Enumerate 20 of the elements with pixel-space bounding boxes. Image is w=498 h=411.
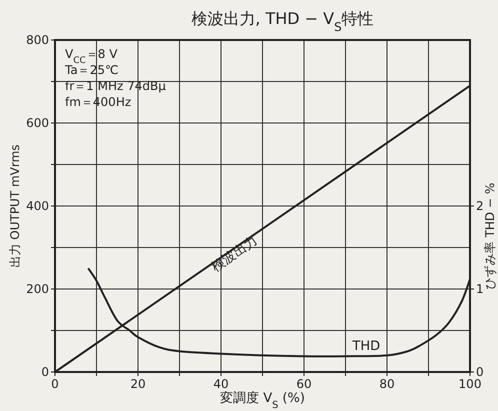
y-tick-label: 0 [41,365,49,379]
y-tick-label: 600 [26,116,49,130]
x-tick-label: 100 [458,377,482,391]
annotation: V$_{CC}$＝8 V [65,47,118,66]
chart-title: 検波出力, THD − V$_{S}$特性 [191,9,374,34]
x-tick-label: 0 [51,377,59,391]
series-label: THD [351,338,380,354]
x-tick-label: 20 [130,377,146,391]
x-tick-label: 60 [296,377,312,391]
x-tick-label: 80 [379,377,395,391]
x-axis-title: 変調度 V$_{S}$ (%) [220,390,305,410]
y2-tick-label: 0 [476,365,484,379]
y-tick-label: 200 [26,282,49,296]
y2-axis-title: ひずみ率 THD − % [483,182,497,290]
y2-tick-label: 2 [476,199,484,213]
y-tick-label: 800 [26,33,49,47]
x-tick-label: 40 [213,377,229,391]
y-tick-label: 400 [26,199,49,213]
y-axis-title: 出力 OUTPUT mVrms [8,144,22,268]
y2-tick-label: 1 [476,282,484,296]
